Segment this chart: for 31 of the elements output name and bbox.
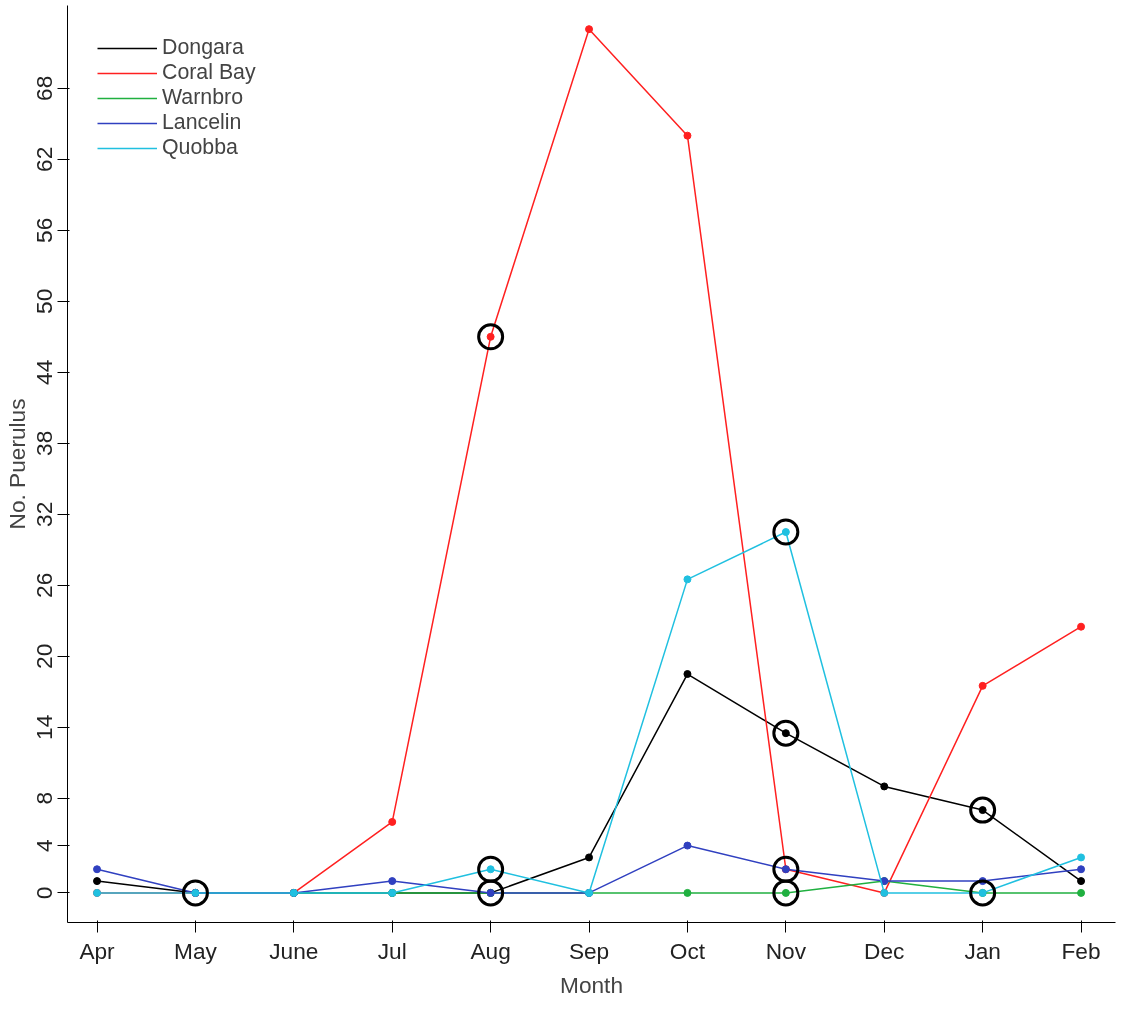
x-tick-label: Jul bbox=[377, 937, 407, 964]
legend-label: Coral Bay bbox=[162, 60, 256, 85]
legend-label: Warnbro bbox=[162, 85, 243, 110]
y-tick-label: 20 bbox=[31, 643, 58, 669]
y-tick-label: 38 bbox=[31, 430, 58, 456]
x-tick-label: Feb bbox=[1061, 937, 1101, 964]
x-tick-label: June bbox=[269, 937, 319, 964]
y-tick-label: 14 bbox=[31, 714, 58, 740]
y-tick-label: 68 bbox=[31, 75, 58, 101]
x-tick-label: Oct bbox=[669, 937, 706, 964]
x-tick-label: Jan bbox=[964, 937, 1001, 964]
x-tick-label: May bbox=[174, 937, 218, 964]
y-tick-label: 4 bbox=[31, 839, 58, 852]
y-tick-label: 8 bbox=[31, 791, 58, 805]
y-tick-label: 56 bbox=[31, 217, 58, 243]
x-tick-label: Apr bbox=[79, 937, 116, 964]
x-axis-title: Month bbox=[560, 971, 623, 998]
y-tick-label: 50 bbox=[31, 288, 58, 314]
legend-label: Quobba bbox=[162, 135, 238, 160]
y-tick-label: 44 bbox=[31, 359, 58, 385]
y-axis-title: No. Puerulus bbox=[3, 398, 30, 530]
y-tick-label: 32 bbox=[31, 501, 58, 527]
legend-label: Lancelin bbox=[162, 110, 242, 135]
y-tick-label: 0 bbox=[31, 886, 58, 900]
x-tick-label: Sep bbox=[568, 937, 610, 964]
x-tick-label: Nov bbox=[765, 937, 807, 964]
x-tick-label: Aug bbox=[470, 937, 511, 964]
y-tick-label: 62 bbox=[31, 146, 58, 172]
x-tick-label: Dec bbox=[864, 937, 905, 964]
legend-label: Dongara bbox=[162, 35, 244, 60]
y-tick-label: 26 bbox=[31, 572, 58, 598]
